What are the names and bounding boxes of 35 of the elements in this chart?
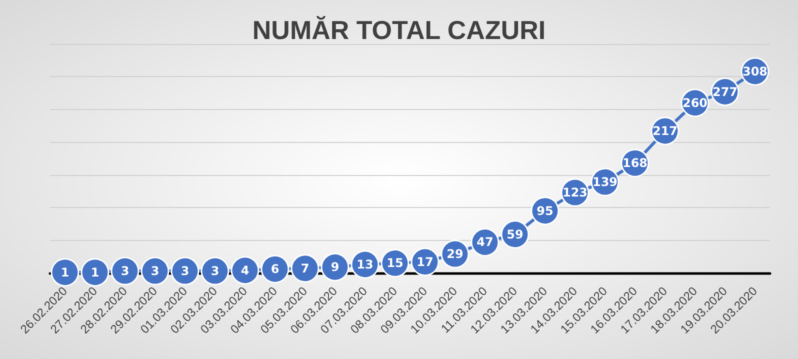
data-label: 29 [446,247,464,262]
point [140,256,170,286]
data-label: 123 [562,186,588,200]
point [110,256,140,286]
data-label: 59 [506,227,524,242]
point [200,256,230,286]
data-label: 3 [150,264,160,278]
data-label: 277 [712,84,738,99]
point [50,258,80,287]
point [290,254,320,283]
data-label: 9 [330,260,340,274]
data-label: 95 [536,204,554,218]
data-label: 3 [120,264,130,278]
data-label: 3 [210,264,220,278]
data-label: 15 [386,256,404,270]
data-label: 260 [682,96,708,110]
point [260,254,290,284]
data-label: 7 [300,261,310,276]
data-label: 1 [90,265,100,280]
chart-title: NUMĂR TOTAL CAZURI [252,15,546,45]
data-label: 1 [60,265,70,280]
data-label: 3 [180,264,190,278]
data-label: 17 [416,254,434,269]
point [80,258,110,287]
point [230,256,260,285]
point [170,256,200,286]
data-label: 4 [240,263,250,278]
point [320,252,350,282]
data-label: 13 [356,257,374,272]
data-label: 217 [652,124,678,138]
data-label: 47 [476,235,494,250]
data-label: 139 [592,175,618,190]
data-label: 308 [742,64,768,78]
data-label: 6 [270,262,280,276]
data-label: 168 [622,156,648,170]
